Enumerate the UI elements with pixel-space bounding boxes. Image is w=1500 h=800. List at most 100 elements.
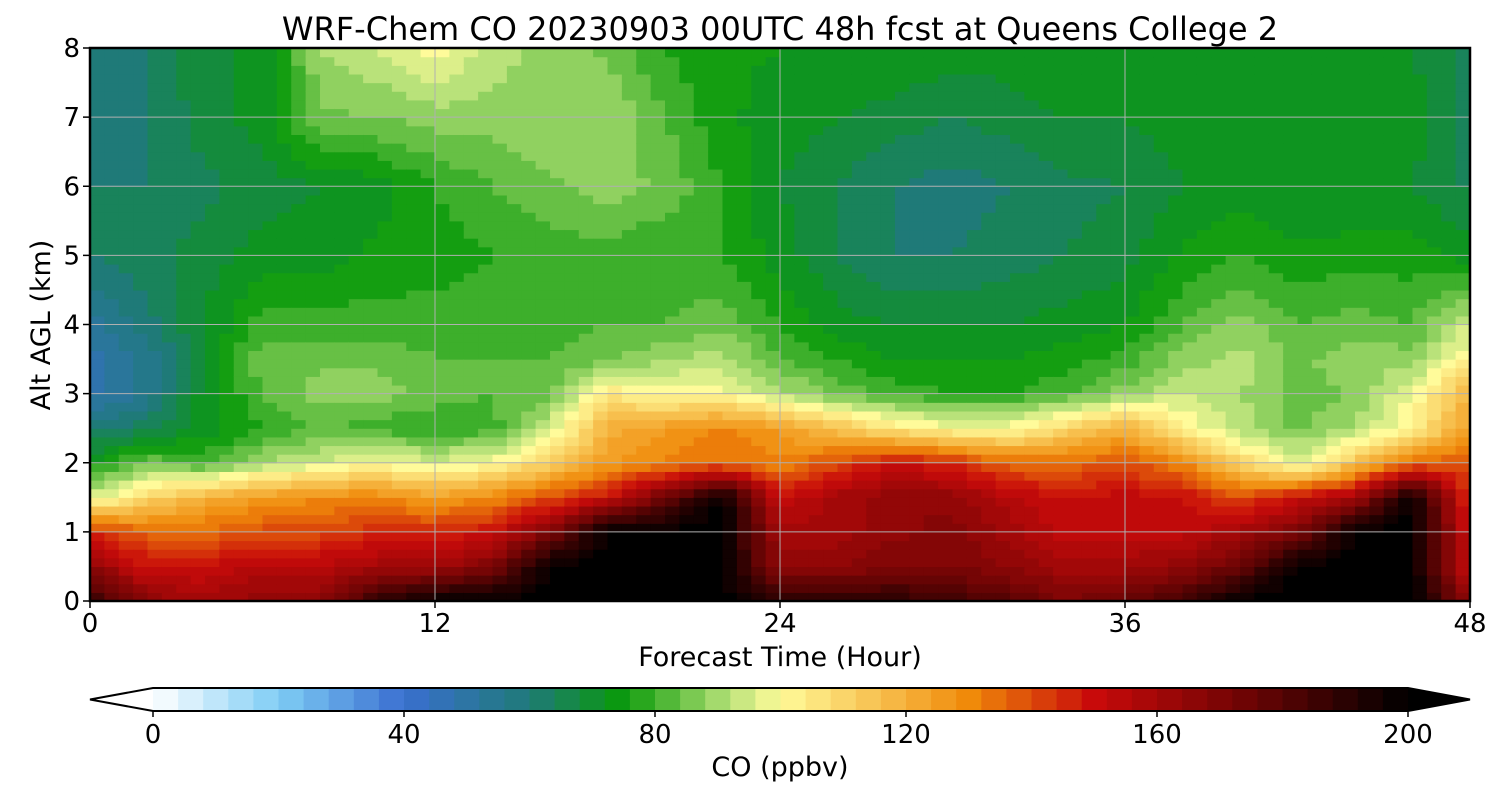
heatmap-cell xyxy=(147,108,163,118)
heatmap-cell xyxy=(363,134,379,144)
heatmap-cell xyxy=(679,272,695,282)
heatmap-cell xyxy=(722,376,738,386)
heatmap-cell xyxy=(564,393,580,403)
heatmap-cell xyxy=(1024,505,1040,516)
heatmap-cell xyxy=(650,402,666,412)
heatmap-cell xyxy=(147,376,163,386)
heatmap-cell xyxy=(981,82,997,92)
heatmap-cell xyxy=(1024,108,1040,118)
heatmap-cell xyxy=(1182,497,1198,507)
heatmap-cell xyxy=(593,454,609,464)
heatmap-cell xyxy=(550,471,565,481)
heatmap-cell xyxy=(1196,445,1212,455)
heatmap-cell xyxy=(708,436,724,447)
heatmap-cell xyxy=(506,557,522,568)
heatmap-cell xyxy=(391,428,407,438)
heatmap-cell xyxy=(1053,454,1069,464)
heatmap-cell xyxy=(550,454,565,464)
heatmap-cell xyxy=(837,289,853,300)
heatmap-cell xyxy=(578,445,594,455)
heatmap-cell xyxy=(147,480,163,490)
heatmap-cell xyxy=(104,575,120,585)
heatmap-cell xyxy=(722,177,738,187)
heatmap-cell xyxy=(981,410,997,421)
heatmap-cell xyxy=(104,160,120,170)
heatmap-cell xyxy=(1125,333,1140,343)
heatmap-cell xyxy=(248,289,264,300)
heatmap-cell xyxy=(420,419,436,429)
heatmap-cell xyxy=(938,203,954,213)
heatmap-cell xyxy=(334,341,350,352)
heatmap-cell xyxy=(564,402,580,412)
heatmap-cell xyxy=(966,549,982,559)
heatmap-cell xyxy=(636,497,652,507)
heatmap-cell xyxy=(780,315,795,326)
heatmap-cell xyxy=(305,151,321,161)
heatmap-cell xyxy=(435,298,450,308)
heatmap-cell xyxy=(708,281,724,291)
heatmap-cell xyxy=(851,575,867,585)
heatmap-cell xyxy=(176,73,192,84)
heatmap-cell xyxy=(765,480,781,490)
heatmap-cell xyxy=(406,454,422,464)
heatmap-cell xyxy=(1067,505,1083,516)
heatmap-cell xyxy=(650,255,666,265)
heatmap-cell xyxy=(391,523,407,533)
heatmap-cell xyxy=(1024,186,1040,196)
heatmap-cell xyxy=(923,592,939,601)
heatmap-cell xyxy=(621,289,637,300)
heatmap-cell xyxy=(966,194,982,205)
heatmap-cell xyxy=(435,497,450,507)
heatmap-cell xyxy=(291,540,307,550)
heatmap-cell xyxy=(607,48,623,58)
heatmap-cell xyxy=(909,48,925,58)
heatmap-cell xyxy=(550,108,565,118)
heatmap-cell xyxy=(636,324,652,334)
heatmap-cell xyxy=(363,324,379,334)
heatmap-cell xyxy=(1053,523,1069,533)
heatmap-cell xyxy=(851,514,867,524)
heatmap-cell xyxy=(219,324,235,334)
heatmap-cell xyxy=(1139,281,1155,291)
heatmap-cell xyxy=(133,531,149,542)
heatmap-cell xyxy=(147,505,163,516)
heatmap-cell xyxy=(636,514,652,524)
heatmap-cell xyxy=(851,220,867,231)
heatmap-cell xyxy=(104,384,120,395)
heatmap-cell xyxy=(607,99,623,110)
heatmap-cell xyxy=(866,376,882,386)
heatmap-cell xyxy=(693,56,709,66)
heatmap-cell xyxy=(636,402,652,412)
heatmap-cell xyxy=(219,341,235,352)
heatmap-cell xyxy=(377,82,393,92)
heatmap-cell xyxy=(1139,566,1155,576)
heatmap-cell xyxy=(506,229,522,239)
heatmap-cell xyxy=(291,186,307,196)
heatmap-cell xyxy=(823,99,839,110)
heatmap-cell xyxy=(1110,255,1126,265)
heatmap-cell xyxy=(133,514,149,524)
heatmap-cell xyxy=(449,134,465,144)
heatmap-cell xyxy=(851,350,867,360)
heatmap-cell xyxy=(895,376,910,386)
heatmap-cell xyxy=(650,393,666,403)
heatmap-cell xyxy=(866,56,882,66)
heatmap-cell xyxy=(995,419,1011,429)
heatmap-cell xyxy=(621,117,637,127)
heatmap-cell xyxy=(348,48,364,58)
heatmap-cell xyxy=(1010,402,1025,412)
heatmap-cell xyxy=(550,523,565,533)
heatmap-cell xyxy=(665,523,680,533)
heatmap-cell xyxy=(420,410,436,421)
heatmap-cell xyxy=(765,505,781,516)
heatmap-cell xyxy=(708,229,724,239)
heatmap-cell xyxy=(564,289,580,300)
heatmap-cell xyxy=(348,531,364,542)
heatmap-cell xyxy=(736,125,752,136)
heatmap-cell xyxy=(219,220,235,231)
heatmap-cell xyxy=(176,471,192,481)
heatmap-cell xyxy=(981,125,997,136)
heatmap-cell xyxy=(1110,168,1126,179)
heatmap-cell xyxy=(190,376,206,386)
heatmap-cell xyxy=(219,523,235,533)
